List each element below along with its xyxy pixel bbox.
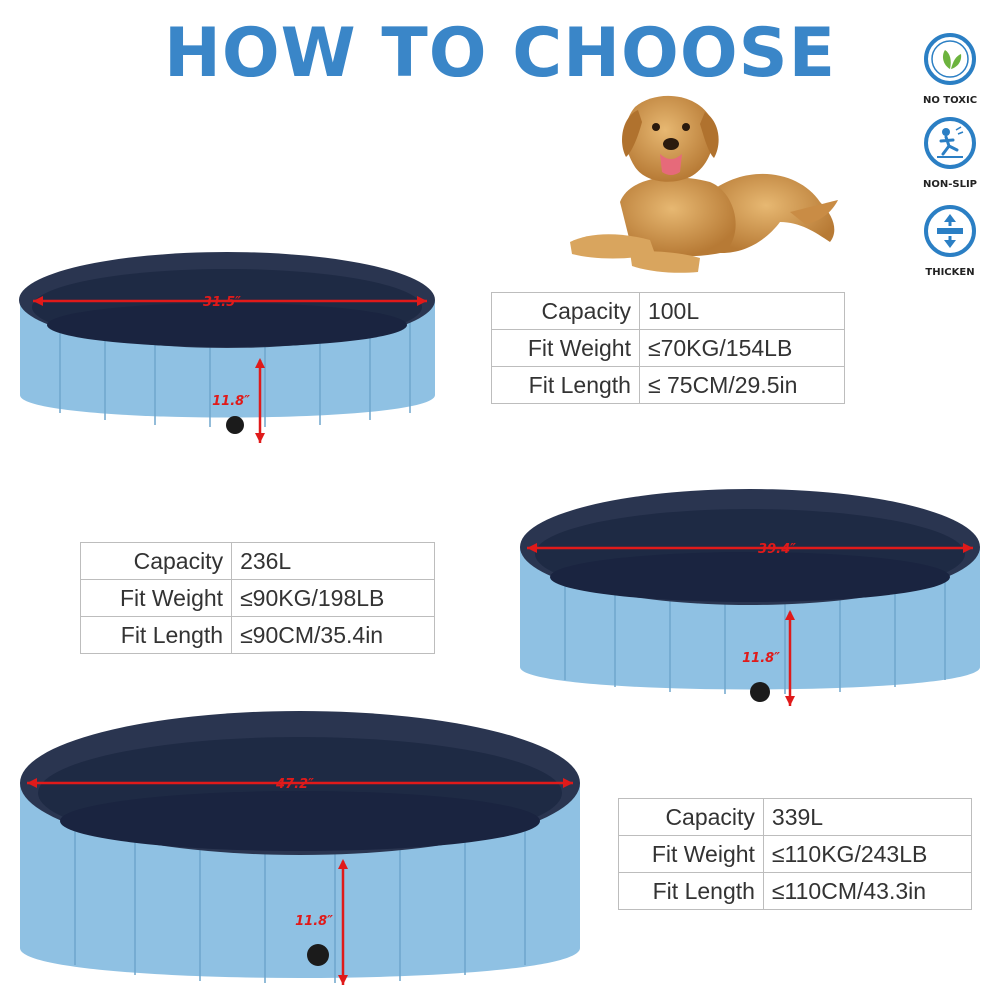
spec-key: Fit Length: [491, 366, 640, 404]
spec-value: 236L: [231, 542, 435, 580]
pool-large-image: 47.2″ 11.8″: [20, 711, 580, 985]
spec-value: ≤110KG/243LB: [762, 835, 973, 873]
table-row: Fit Weight ≤70KG/154LB: [491, 329, 846, 367]
badge-label: NO TOXIC: [922, 95, 978, 106]
table-row: Fit Weight ≤110KG/243LB: [618, 835, 973, 873]
spec-key: Fit Weight: [79, 579, 233, 617]
table-row: Capacity 339L: [618, 798, 973, 836]
spec-value: ≤ 75CM/29.5in: [638, 366, 846, 404]
pool-small-image: 31.5″ 11.8″: [19, 252, 435, 443]
page-title: HOW TO CHOOSE: [163, 14, 837, 93]
spec-key: Capacity: [491, 292, 640, 330]
pool-height-label: 11.8″: [295, 914, 333, 929]
table-row: Capacity 100L: [491, 292, 846, 330]
spec-key: Fit Weight: [618, 835, 764, 873]
spec-key: Capacity: [618, 798, 764, 836]
spec-key: Fit Weight: [491, 329, 640, 367]
badge-label: NON-SLIP: [922, 179, 977, 190]
spec-key: Fit Length: [618, 872, 764, 910]
thickness-arrows-icon: [924, 205, 976, 257]
table-row: Capacity 236L: [79, 542, 435, 580]
spec-table-medium: Capacity 236L Fit Weight ≤90KG/198LB Fit…: [79, 542, 435, 654]
pool-height-label: 11.8″: [742, 651, 780, 666]
pool-diameter-label: 31.5″: [203, 295, 241, 310]
table-row: Fit Weight ≤90KG/198LB: [79, 579, 435, 617]
spec-key: Capacity: [79, 542, 233, 580]
spec-value: 339L: [762, 798, 973, 836]
spec-value: ≤70KG/154LB: [638, 329, 846, 367]
golden-retriever-image: [570, 95, 838, 273]
table-row: Fit Length ≤90CM/35.4in: [79, 616, 435, 654]
badge-thicken: THICKEN: [920, 204, 980, 278]
pool-height-label: 11.8″: [212, 394, 250, 409]
table-row: Fit Length ≤110CM/43.3in: [618, 872, 973, 910]
pool-diameter-label: 47.2″: [275, 777, 314, 792]
badge-no-toxic: NO TOXIC: [920, 32, 980, 106]
badge-label: THICKEN: [925, 267, 975, 278]
spec-key: Fit Length: [79, 616, 233, 654]
badge-non-slip: NON-SLIP: [920, 116, 980, 190]
spec-value: 100L: [638, 292, 846, 330]
table-row: Fit Length ≤ 75CM/29.5in: [491, 366, 846, 404]
spec-value: ≤110CM/43.3in: [762, 872, 973, 910]
pool-diameter-label: 39.4″: [758, 542, 796, 557]
leaf-icon: [924, 33, 976, 85]
spec-value: ≤90CM/35.4in: [231, 616, 435, 654]
slipping-person-icon: [924, 117, 976, 169]
pool-medium-image: 39.4″ 11.8″: [520, 489, 980, 706]
spec-value: ≤90KG/198LB: [231, 579, 435, 617]
spec-table-large: Capacity 339L Fit Weight ≤110KG/243LB Fi…: [618, 798, 973, 910]
spec-table-small: Capacity 100L Fit Weight ≤70KG/154LB Fit…: [491, 292, 846, 404]
